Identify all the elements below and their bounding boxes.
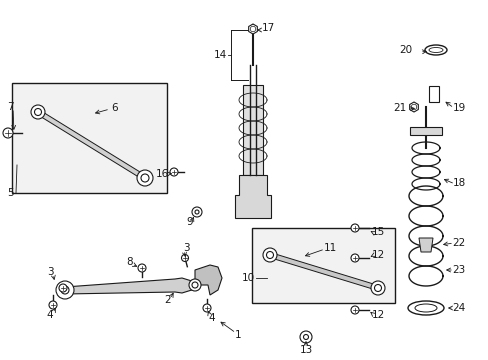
Text: 5: 5	[7, 188, 13, 198]
Text: 10: 10	[241, 273, 254, 283]
Circle shape	[137, 170, 153, 186]
Text: 16: 16	[155, 169, 168, 179]
Circle shape	[370, 281, 384, 295]
Polygon shape	[195, 265, 222, 295]
Polygon shape	[235, 175, 270, 218]
Circle shape	[410, 104, 416, 110]
Circle shape	[138, 264, 146, 272]
Circle shape	[189, 279, 201, 291]
Circle shape	[350, 254, 358, 262]
Circle shape	[374, 284, 381, 292]
Circle shape	[303, 334, 308, 339]
Text: 12: 12	[370, 250, 384, 260]
Ellipse shape	[428, 48, 442, 53]
Text: 18: 18	[451, 178, 465, 188]
Circle shape	[170, 168, 178, 176]
Circle shape	[192, 207, 202, 217]
Bar	[428, 86, 438, 102]
Text: 3: 3	[46, 267, 53, 277]
Text: 21: 21	[392, 103, 406, 113]
Ellipse shape	[414, 304, 436, 312]
Circle shape	[31, 105, 45, 119]
Circle shape	[49, 301, 57, 309]
Text: 23: 23	[451, 265, 465, 275]
Text: 4: 4	[46, 310, 53, 320]
Circle shape	[56, 281, 74, 299]
Circle shape	[266, 252, 273, 258]
Circle shape	[35, 108, 41, 116]
Circle shape	[3, 128, 13, 138]
Text: 20: 20	[399, 45, 412, 55]
Text: 2: 2	[164, 295, 171, 305]
Circle shape	[192, 282, 198, 288]
Text: 4: 4	[208, 313, 215, 323]
Ellipse shape	[424, 45, 446, 55]
Circle shape	[59, 284, 67, 292]
Text: 14: 14	[213, 50, 226, 60]
Text: 6: 6	[111, 103, 118, 113]
Polygon shape	[248, 24, 257, 34]
Ellipse shape	[407, 301, 443, 315]
Circle shape	[250, 26, 255, 32]
Circle shape	[195, 210, 199, 214]
Text: 11: 11	[323, 243, 336, 253]
Bar	[12, 83, 167, 193]
Text: 9: 9	[186, 217, 193, 227]
Circle shape	[263, 248, 276, 262]
Text: 19: 19	[451, 103, 465, 113]
Circle shape	[350, 306, 358, 314]
Text: 7: 7	[7, 102, 13, 112]
Bar	[409, 127, 441, 135]
Text: 13: 13	[299, 345, 312, 355]
Bar	[251, 228, 394, 303]
Text: 15: 15	[370, 227, 384, 237]
Text: 1: 1	[234, 330, 241, 340]
Polygon shape	[409, 102, 417, 112]
Text: 12: 12	[370, 310, 384, 320]
Text: 3: 3	[183, 243, 189, 253]
Bar	[243, 85, 263, 175]
Circle shape	[350, 224, 358, 232]
Circle shape	[203, 304, 210, 312]
Circle shape	[141, 174, 149, 182]
Polygon shape	[269, 253, 378, 291]
Text: 17: 17	[261, 23, 274, 33]
Polygon shape	[37, 110, 146, 180]
Circle shape	[181, 255, 188, 261]
Polygon shape	[65, 278, 195, 294]
Polygon shape	[418, 238, 432, 252]
Text: 8: 8	[126, 257, 133, 267]
Circle shape	[61, 286, 69, 294]
Text: 22: 22	[451, 238, 465, 248]
Circle shape	[299, 331, 311, 343]
Text: 24: 24	[451, 303, 465, 313]
